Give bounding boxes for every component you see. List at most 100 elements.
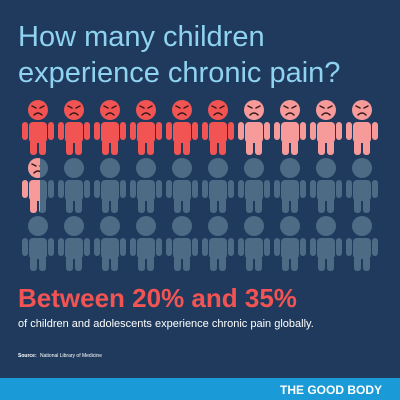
arm <box>372 238 378 256</box>
arm <box>120 238 126 256</box>
arm <box>310 180 316 198</box>
leg <box>282 256 289 271</box>
body <box>173 238 191 259</box>
head <box>316 158 336 178</box>
child-figure <box>94 216 126 271</box>
arm <box>22 238 28 256</box>
body <box>317 180 335 201</box>
arm <box>372 180 378 198</box>
leg <box>246 256 253 271</box>
child-figure <box>202 100 234 155</box>
arm <box>156 180 162 198</box>
head <box>208 216 228 236</box>
arm <box>58 238 64 256</box>
leg <box>282 140 289 155</box>
arm <box>192 122 198 140</box>
face <box>139 105 153 116</box>
head <box>100 216 120 236</box>
child-figure <box>310 100 342 155</box>
child-figure <box>202 158 234 213</box>
arm <box>130 180 136 198</box>
arm <box>238 238 244 256</box>
leg <box>183 140 190 155</box>
head <box>136 158 156 178</box>
arm <box>274 238 280 256</box>
headline: Between 20% and 35% <box>18 283 297 313</box>
leg <box>39 198 40 213</box>
arm <box>166 238 172 256</box>
body <box>29 122 47 143</box>
head <box>28 158 40 178</box>
arm <box>192 238 198 256</box>
leg <box>183 256 190 271</box>
leg <box>183 198 190 213</box>
leg <box>30 140 37 155</box>
body <box>281 122 299 143</box>
arm <box>264 238 270 256</box>
arm <box>94 238 100 256</box>
child-figure <box>166 216 198 271</box>
leg <box>291 198 298 213</box>
leg <box>147 140 154 155</box>
leg <box>327 198 334 213</box>
body <box>245 238 263 259</box>
child-figure <box>130 216 162 271</box>
leg <box>210 140 217 155</box>
leg <box>246 198 253 213</box>
leg <box>291 256 298 271</box>
leg <box>111 198 118 213</box>
leg <box>219 198 226 213</box>
leg <box>39 140 46 155</box>
arm <box>310 122 316 140</box>
child-figure <box>274 216 306 271</box>
face <box>31 163 40 174</box>
head <box>316 216 336 236</box>
arm <box>94 122 100 140</box>
leg <box>138 256 145 271</box>
body <box>137 180 155 201</box>
head <box>244 158 264 178</box>
body <box>173 180 191 201</box>
body <box>281 238 299 259</box>
face <box>211 105 225 116</box>
arm <box>346 180 352 198</box>
arm <box>58 180 64 198</box>
body <box>317 122 335 143</box>
arm <box>238 122 244 140</box>
leg <box>354 198 361 213</box>
child-figure <box>22 158 40 213</box>
leg <box>39 198 46 213</box>
body <box>353 122 371 143</box>
brand: THE GOOD BODY <box>280 383 382 397</box>
head <box>64 158 84 178</box>
arm <box>156 238 162 256</box>
leg <box>327 140 334 155</box>
leg <box>318 198 325 213</box>
body <box>65 238 83 259</box>
arm <box>264 122 270 140</box>
body <box>137 238 155 259</box>
arm <box>336 238 342 256</box>
leg <box>102 256 109 271</box>
title-line: How many children <box>18 21 265 53</box>
leg <box>354 140 361 155</box>
head <box>280 158 300 178</box>
child-figure <box>274 100 306 155</box>
arm <box>346 238 352 256</box>
child-figure <box>238 100 270 155</box>
child-figure <box>58 158 90 213</box>
head <box>136 100 156 120</box>
child-figure <box>166 100 198 155</box>
head <box>316 100 336 120</box>
leg <box>66 256 73 271</box>
leg <box>210 256 217 271</box>
leg <box>39 256 46 271</box>
arm <box>202 122 208 140</box>
arm <box>238 180 244 198</box>
body <box>173 122 191 143</box>
head <box>172 100 192 120</box>
arm <box>48 180 54 198</box>
body <box>317 238 335 259</box>
arm <box>202 238 208 256</box>
